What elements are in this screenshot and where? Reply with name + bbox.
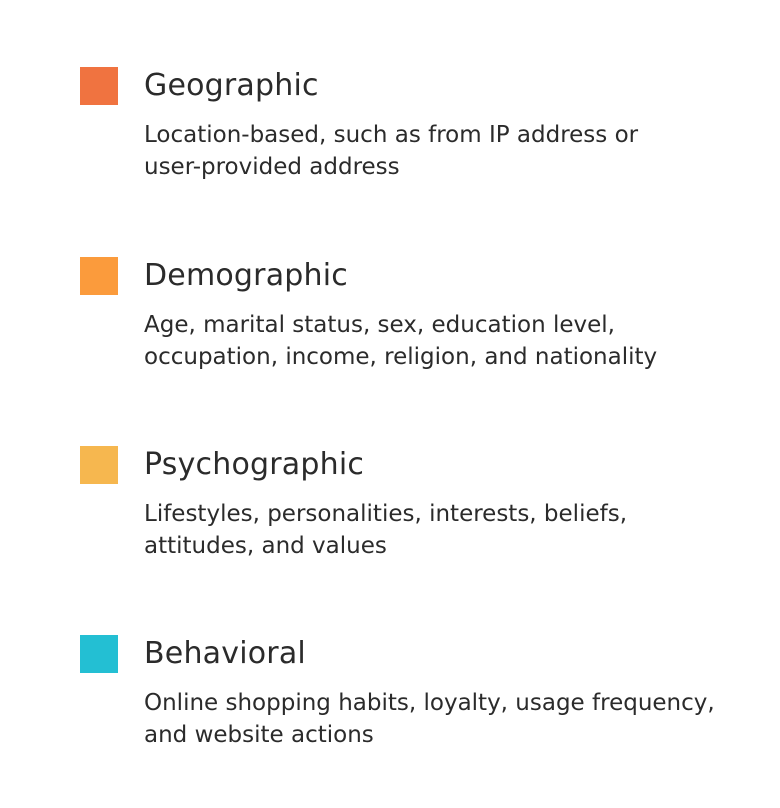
segment-psychographic: Psychographic Lifestyles, personalities,…	[0, 446, 780, 596]
segment-title: Psychographic	[144, 447, 365, 482]
segment-title: Demographic	[144, 258, 348, 293]
segment-geographic: Geographic Location-based, such as from …	[0, 67, 780, 217]
segment-behavioral: Behavioral Online shopping habits, loyal…	[0, 635, 780, 785]
color-swatch-behavioral	[80, 635, 118, 673]
segment-description: Age, marital status, sex, education leve…	[144, 312, 658, 370]
segment-description: Lifestyles, personalities, interests, be…	[144, 501, 627, 559]
segment-title: Geographic	[144, 68, 319, 103]
color-swatch-demographic	[80, 257, 118, 295]
segment-description: Location-based, such as from IP address …	[144, 122, 639, 180]
segment-demographic: Demographic Age, marital status, sex, ed…	[0, 257, 780, 407]
segment-title: Behavioral	[144, 636, 306, 671]
color-swatch-psychographic	[80, 446, 118, 484]
segment-description: Online shopping habits, loyalty, usage f…	[144, 690, 715, 748]
color-swatch-geographic	[80, 67, 118, 105]
